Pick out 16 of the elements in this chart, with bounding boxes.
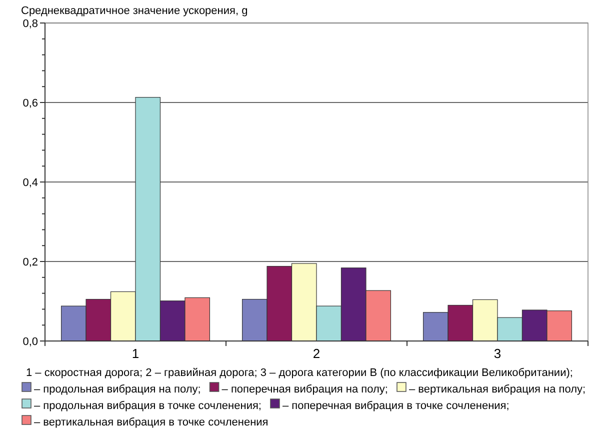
legend-label: – продольная вибрация в точке сочленения; bbox=[34, 400, 262, 412]
legend-label: – поперечная вибрация на полу; bbox=[222, 384, 388, 396]
legend-label: – продольная вибрация на полу; bbox=[34, 384, 201, 396]
y-tick-label: 0,2 bbox=[22, 256, 38, 268]
legend-label: – вертикальная вибрация в точке сочленения bbox=[34, 416, 268, 428]
y-axis-title: Среднеквадратичное значение ускорения, g bbox=[21, 5, 248, 17]
y-tick-label: 0,4 bbox=[22, 176, 38, 189]
legend-label: – поперечная вибрация в точке сочленения; bbox=[282, 400, 510, 412]
legend-label: – вертикальная вибрация на полу; bbox=[408, 384, 586, 396]
y-tick-label: 0,8 bbox=[22, 18, 38, 30]
y-tick-label: 0,6 bbox=[22, 97, 38, 110]
x-tick-label: 3 bbox=[494, 346, 502, 361]
text: 1 – скоростная дорога; 2 – гравийная дорога; 3 – дорога категории В (по классификации Великобритании); bbox=[26, 367, 573, 379]
y-tick-label: 0,0 bbox=[22, 336, 38, 348]
x-tick-label: 2 bbox=[312, 346, 320, 361]
x-tick-label: 1 bbox=[132, 346, 140, 361]
